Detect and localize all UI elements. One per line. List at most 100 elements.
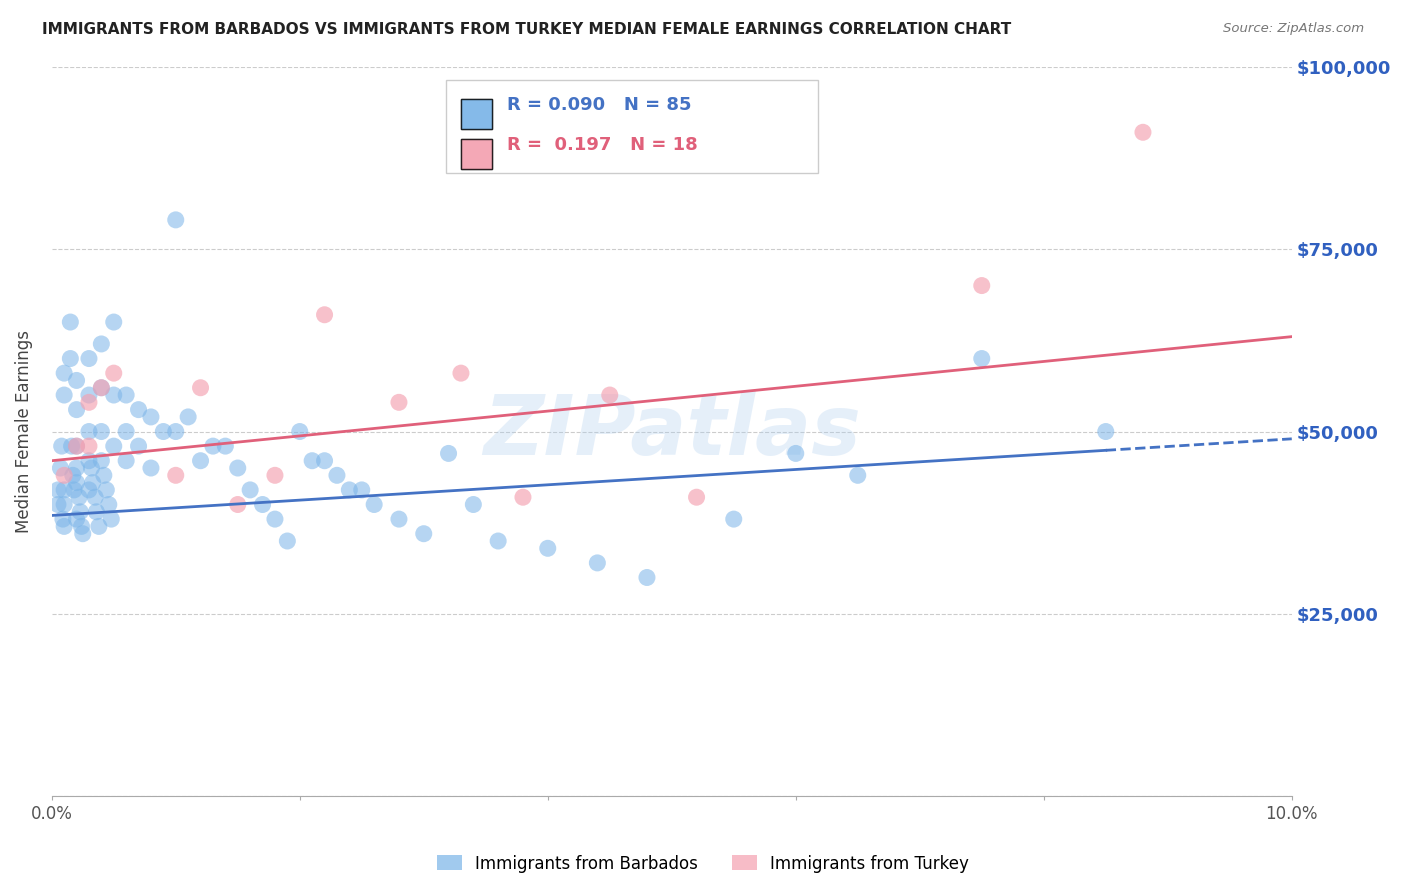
Point <box>288 425 311 439</box>
Point <box>128 402 150 417</box>
Point <box>463 498 485 512</box>
Point <box>53 498 76 512</box>
Point <box>450 366 472 380</box>
Point <box>177 409 200 424</box>
Point <box>190 454 212 468</box>
FancyBboxPatch shape <box>446 79 818 173</box>
Point <box>59 351 82 366</box>
FancyBboxPatch shape <box>461 138 492 169</box>
Point <box>264 512 287 526</box>
Point <box>77 483 100 497</box>
Point <box>201 439 224 453</box>
Point <box>65 512 87 526</box>
Point <box>846 468 869 483</box>
Point <box>586 556 609 570</box>
Point <box>84 490 107 504</box>
Legend: Immigrants from Barbados, Immigrants from Turkey: Immigrants from Barbados, Immigrants fro… <box>430 848 976 880</box>
Point <box>65 402 87 417</box>
Point <box>437 446 460 460</box>
Point <box>103 366 125 380</box>
Text: Source: ZipAtlas.com: Source: ZipAtlas.com <box>1223 22 1364 36</box>
Point <box>65 439 87 453</box>
Point <box>90 425 112 439</box>
Point <box>90 337 112 351</box>
Point <box>337 483 360 497</box>
Point <box>115 388 138 402</box>
Point <box>264 468 287 483</box>
Point <box>77 454 100 468</box>
Point <box>72 526 94 541</box>
Point <box>139 461 162 475</box>
Point <box>77 395 100 409</box>
Point <box>165 468 187 483</box>
Point <box>226 461 249 475</box>
Point <box>139 409 162 424</box>
Point <box>486 534 509 549</box>
Point <box>165 425 187 439</box>
Point <box>388 395 411 409</box>
Point <box>412 526 434 541</box>
Point <box>77 425 100 439</box>
Point <box>685 490 707 504</box>
Point <box>512 490 534 504</box>
Point <box>62 468 84 483</box>
FancyBboxPatch shape <box>461 98 492 128</box>
Point <box>51 439 73 453</box>
Point <box>59 315 82 329</box>
Point <box>60 439 83 453</box>
Point <box>63 483 86 497</box>
Point <box>190 381 212 395</box>
Point <box>103 388 125 402</box>
Point <box>115 454 138 468</box>
Text: IMMIGRANTS FROM BARBADOS VS IMMIGRANTS FROM TURKEY MEDIAN FEMALE EARNINGS CORREL: IMMIGRANTS FROM BARBADOS VS IMMIGRANTS F… <box>42 22 1011 37</box>
Point <box>363 498 385 512</box>
Point <box>165 212 187 227</box>
Point <box>77 388 100 402</box>
Point <box>970 278 993 293</box>
Point <box>314 454 336 468</box>
Point <box>599 388 621 402</box>
Point <box>314 308 336 322</box>
Point <box>785 446 807 460</box>
Point <box>65 439 87 453</box>
Point <box>301 454 323 468</box>
Point <box>46 498 69 512</box>
Point <box>97 498 120 512</box>
Point <box>52 512 75 526</box>
Point <box>115 425 138 439</box>
Point <box>53 366 76 380</box>
Point <box>96 483 118 497</box>
Point <box>86 505 108 519</box>
Point <box>49 461 72 475</box>
Point <box>69 505 91 519</box>
Point <box>1094 425 1116 439</box>
Point <box>70 519 93 533</box>
Point <box>537 541 560 556</box>
Point <box>276 534 298 549</box>
Point <box>239 483 262 497</box>
Point <box>53 468 76 483</box>
Point <box>87 519 110 533</box>
Point <box>103 439 125 453</box>
Point <box>252 498 274 512</box>
Point <box>77 351 100 366</box>
Point <box>723 512 745 526</box>
Point <box>90 381 112 395</box>
Point <box>65 373 87 387</box>
Point <box>53 519 76 533</box>
Point <box>103 315 125 329</box>
Point <box>67 490 90 504</box>
Point <box>90 454 112 468</box>
Point <box>636 570 658 584</box>
Text: R =  0.197   N = 18: R = 0.197 N = 18 <box>508 136 697 153</box>
Point <box>226 498 249 512</box>
Point <box>46 483 69 497</box>
Text: R = 0.090   N = 85: R = 0.090 N = 85 <box>508 95 692 113</box>
Point <box>100 512 122 526</box>
Y-axis label: Median Female Earnings: Median Female Earnings <box>15 330 32 533</box>
Point <box>82 475 104 490</box>
Point <box>388 512 411 526</box>
Point <box>90 381 112 395</box>
Point <box>53 388 76 402</box>
Point <box>1132 125 1154 139</box>
